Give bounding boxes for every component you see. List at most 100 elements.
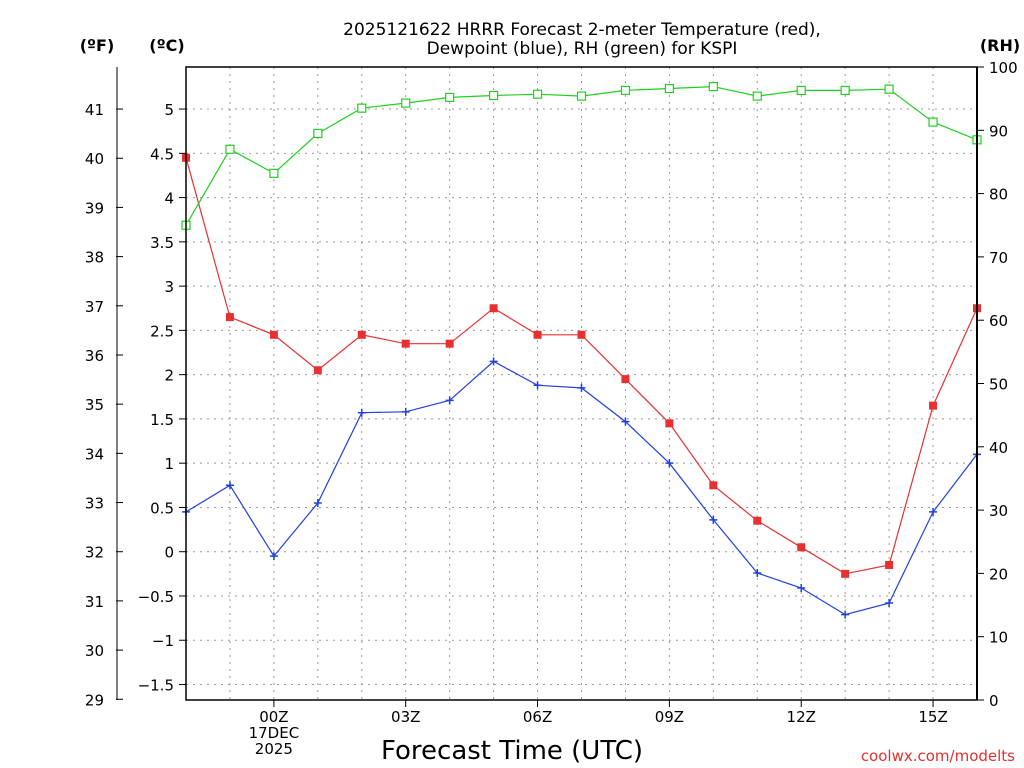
- celsius-tick-label: 3.5: [150, 234, 174, 252]
- dewpoint-point: [401, 407, 410, 416]
- celsius-tick-label: −0.5: [138, 588, 174, 606]
- fahrenheit-tick-label: 37: [85, 298, 104, 316]
- rh-tick-label: 60: [989, 312, 1008, 330]
- temperature-point: [269, 330, 278, 339]
- rh-line: [185, 85, 978, 226]
- rh-tick-label: 10: [989, 629, 1008, 647]
- celsius-tick-label: 0.5: [150, 499, 174, 517]
- temperature-point: [929, 401, 938, 410]
- dewpoint-point: [885, 599, 894, 608]
- rh-tick-label: 90: [989, 122, 1008, 140]
- fahrenheit-tick-label: 36: [85, 347, 104, 365]
- rh-point: [532, 89, 543, 99]
- celsius-tick-label: 1.5: [150, 411, 174, 429]
- celsius-tick-label: −1.5: [138, 677, 174, 695]
- rh-point: [928, 117, 938, 127]
- dewpoint-point: [225, 481, 234, 490]
- dewpoint-point: [841, 610, 850, 619]
- dewpoint-point: [313, 499, 322, 508]
- temperature-point: [401, 339, 410, 348]
- x-tick-label: 00Z: [259, 708, 288, 726]
- rh-point: [225, 144, 235, 154]
- rh-point: [445, 92, 455, 102]
- rh-tick-label: 80: [989, 186, 1008, 204]
- temperature-point: [533, 330, 542, 339]
- dewpoint-point: [797, 584, 806, 593]
- rh-point: [752, 91, 762, 101]
- rh-tick-label: 30: [989, 502, 1008, 520]
- rh-point: [796, 85, 806, 96]
- fahrenheit-tick-label: 35: [85, 396, 104, 414]
- rh-tick-label: 0: [989, 692, 999, 710]
- rh-point: [620, 85, 631, 96]
- x-tick-label: 09Z: [655, 708, 684, 726]
- fahrenheit-tick-label: 41: [85, 101, 104, 119]
- celsius-tick-label: 4: [164, 190, 174, 208]
- dewpoint-point: [621, 417, 630, 426]
- rh-point: [269, 168, 279, 178]
- series-layer: [181, 82, 982, 619]
- rh-tick-label: 40: [989, 439, 1008, 457]
- rh-point: [708, 82, 718, 92]
- rh-point: [313, 128, 323, 139]
- temperature-point: [489, 304, 498, 313]
- temperature-line: [185, 157, 978, 575]
- rh-tick-label: 70: [989, 249, 1008, 267]
- fahrenheit-tick-label: 30: [85, 642, 104, 660]
- fahrenheit-tick-label: 29: [85, 691, 104, 709]
- temperature-point: [445, 339, 454, 348]
- dewpoint-point: [709, 515, 718, 524]
- credit-text: coolwx.com/modelts: [861, 747, 1015, 765]
- dewpoint-point: [753, 568, 762, 577]
- rh-tick-label: 100: [989, 59, 1018, 77]
- celsius-tick-label: 0: [164, 544, 174, 562]
- x-tick-label: 12Z: [787, 708, 816, 726]
- rh-point: [401, 98, 411, 108]
- celsius-tick-label: −1: [152, 632, 174, 650]
- x-tick-date-label: 17DEC: [249, 724, 300, 742]
- dewpoint-point: [357, 408, 366, 417]
- dewpoint-point: [665, 459, 674, 468]
- celsius-tick-label: 3: [164, 278, 174, 296]
- temperature-point: [577, 330, 586, 339]
- rh-point: [489, 90, 499, 101]
- grid: [185, 67, 978, 700]
- rh-point: [840, 85, 850, 96]
- series-dewpoint: [182, 357, 981, 619]
- chart-title-line-2: Dewpoint (blue), RH (green) for KSPI: [427, 39, 738, 59]
- series-temperature: [182, 153, 981, 578]
- dewpoint-point: [533, 381, 542, 390]
- celsius-tick-label: 1: [164, 455, 174, 473]
- fahrenheit-axis-unit: (ºF): [80, 36, 115, 55]
- fahrenheit-tick-label: 40: [85, 150, 104, 168]
- rh-point: [357, 103, 367, 113]
- rh-tick-label: 50: [989, 376, 1008, 394]
- dewpoint-point: [489, 357, 498, 366]
- x-tick-label: 15Z: [918, 708, 947, 726]
- temperature-point: [753, 516, 762, 525]
- temperature-point: [313, 366, 322, 375]
- temperature-point: [357, 330, 366, 339]
- rh-point: [664, 83, 674, 94]
- x-tick-label: 03Z: [391, 708, 420, 726]
- celsius-tick-label: 4.5: [150, 145, 174, 163]
- rh-tick-label: 20: [989, 565, 1008, 583]
- x-tick-label: 06Z: [523, 708, 552, 726]
- temperature-point: [621, 375, 630, 384]
- dewpoint-point: [929, 507, 938, 516]
- fahrenheit-tick-label: 31: [85, 593, 104, 611]
- dewpoint-point: [269, 552, 278, 561]
- rh-axis-unit: (RH): [980, 36, 1020, 55]
- celsius-axis-unit: (ºC): [149, 36, 184, 55]
- celsius-tick-label: 2.5: [150, 322, 174, 340]
- rh-point: [884, 84, 894, 94]
- temperature-point: [709, 481, 718, 490]
- fahrenheit-tick-label: 39: [85, 199, 104, 217]
- fahrenheit-tick-label: 34: [85, 445, 104, 463]
- x-tick-date-label: 2025: [255, 740, 293, 758]
- temperature-point: [225, 313, 234, 322]
- dewpoint-point: [577, 383, 586, 392]
- celsius-tick-label: 5: [164, 101, 174, 119]
- x-axis-title: Forecast Time (UTC): [381, 736, 643, 766]
